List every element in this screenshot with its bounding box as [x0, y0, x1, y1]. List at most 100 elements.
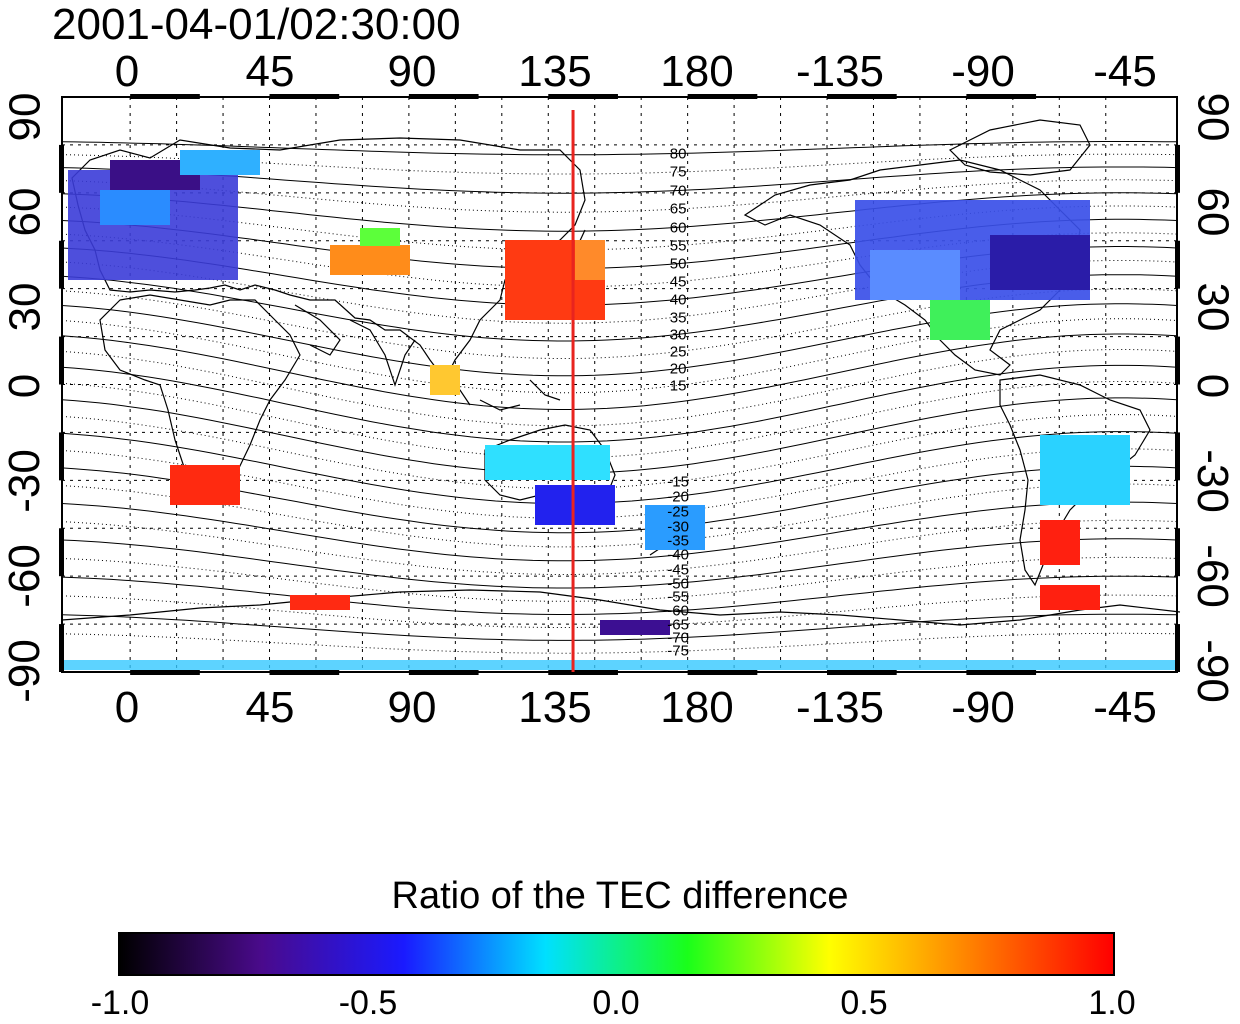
magnetic-contour	[61, 333, 1178, 410]
colorbar-tick: 0.5	[840, 984, 888, 1022]
frame-tick-bar	[687, 94, 758, 99]
frame-tick-bar	[1175, 240, 1180, 289]
colorbar-tick: -0.5	[338, 984, 398, 1022]
tec-patch-us-west	[870, 250, 960, 300]
graticule-grid	[62, 97, 1177, 672]
magnetic-contour	[61, 613, 1178, 641]
frame-tick-bar	[59, 240, 64, 289]
magnetic-latitude-label: -70	[667, 629, 689, 647]
tec-patch-antarctic-blue	[600, 620, 670, 635]
magnetic-contour	[61, 519, 1178, 575]
top-lon-tick: 45	[245, 47, 295, 96]
tec-patch-south-asia	[430, 365, 460, 395]
magnetic-contour	[61, 632, 1178, 654]
top-lon-tick: -90	[951, 47, 1015, 96]
frame-tick-bar	[1175, 432, 1180, 481]
frame-tick-bar	[827, 94, 897, 99]
bottom-lon-tick: 0	[114, 683, 140, 732]
magnetic-latitude-label: 55	[669, 237, 687, 255]
magnetic-latitude-label: -20	[667, 488, 689, 506]
magnetic-latitude-label: -45	[667, 561, 689, 579]
frame-tick-bar	[130, 670, 200, 675]
magnetic-contour	[61, 431, 1178, 505]
tec-patch-south-america	[1040, 435, 1130, 505]
magnetic-contour	[61, 575, 1178, 615]
magnetic-contour	[61, 192, 1178, 232]
tec-patch-australia-south	[535, 485, 615, 525]
frame-tick-bar	[548, 670, 618, 675]
colorbar-title: Ratio of the TEC difference	[391, 875, 849, 917]
magnetic-latitude-label: 35	[669, 309, 687, 327]
frame-tick-bar	[1175, 624, 1180, 672]
magnetic-latitude-label: 80	[669, 145, 687, 163]
top-lon-tick: 0	[114, 47, 140, 96]
tec-patch-mexico	[930, 300, 990, 340]
frame-tick-bar	[59, 144, 64, 193]
map-title: 2001-04-01/02:30:00	[52, 0, 461, 49]
magnetic-latitude-label: -75	[667, 642, 689, 660]
bottom-lon-tick: 45	[245, 683, 295, 732]
magnetic-latitude-label: -40	[667, 546, 689, 564]
frame-tick-bar	[827, 670, 897, 675]
magnetic-latitude-label: 65	[669, 200, 687, 218]
frame-tick-bar	[269, 94, 340, 99]
frame-tick-bar	[1175, 528, 1180, 577]
frame-tick-bar	[59, 432, 64, 481]
tec-patch-south-atlantic	[1040, 585, 1100, 610]
magnetic-contour	[61, 166, 1178, 194]
top-lon-tick: 90	[387, 47, 437, 96]
magnetic-latitude-label: 45	[669, 273, 687, 291]
bottom-lon-tick: 135	[518, 683, 592, 732]
coastline-arabia-india	[294, 304, 416, 387]
bottom-lon-tick: -45	[1093, 683, 1157, 732]
coastline-greenland	[948, 119, 1091, 176]
tec-patch-australia-north	[485, 445, 610, 480]
tec-patch-patagonia	[1040, 520, 1080, 565]
top-lon-tick: 135	[518, 47, 592, 96]
magnetic-latitude-label: 20	[669, 360, 687, 378]
coastline-antarctica	[61, 589, 1181, 626]
frame-tick-bar	[59, 528, 64, 577]
magnetic-contour	[61, 364, 1178, 443]
frame-tick-bar	[687, 670, 758, 675]
tec-patch-central-asia	[330, 245, 410, 275]
colorbar-tick: 0.0	[592, 984, 640, 1022]
frame-tick-bar	[1175, 144, 1180, 193]
colorbar-tick: -1.0	[90, 984, 150, 1022]
magnetic-latitude-label: 30	[669, 326, 687, 344]
magnetic-contour	[61, 349, 1178, 427]
tec-patch-antarctic-red	[290, 595, 350, 610]
frame-tick-bar	[548, 94, 618, 99]
magnetic-latitude-label: -60	[667, 602, 689, 620]
magnetic-latitude-label: 25	[669, 343, 687, 361]
magnetic-latitude-label: 60	[669, 219, 687, 237]
frame-tick-bar	[269, 670, 340, 675]
bottom-lon-tick: -90	[951, 683, 1015, 732]
frame-tick-bar	[59, 624, 64, 672]
magnetic-latitude-label: -35	[667, 532, 689, 550]
magnetic-contour	[61, 303, 1178, 377]
magnetic-latitude-label: 15	[669, 377, 687, 395]
magnetic-contour	[61, 318, 1178, 394]
top-lon-tick: -135	[795, 47, 885, 96]
tec-patch-southern-africa	[170, 465, 240, 505]
magnetic-contour	[61, 232, 1178, 288]
magnetic-latitude-label: -15	[667, 473, 689, 491]
frame-tick-bar	[966, 670, 1037, 675]
magnetic-latitude-label: 50	[669, 255, 687, 273]
frame-tick-bar	[1175, 336, 1180, 385]
bottom-lon-tick: 180	[660, 683, 734, 732]
tec-patch-us-east	[990, 235, 1090, 290]
magnetic-latitude-label: 70	[669, 182, 687, 200]
magnetic-contour	[61, 501, 1178, 562]
magnetic-latitude-label: -50	[667, 575, 689, 593]
top-lon-tick: 180	[660, 47, 734, 96]
top-lon-tick: -45	[1093, 47, 1157, 96]
axis-tick-bars	[59, 94, 1180, 675]
tec-patch-central-asia-green	[360, 228, 400, 246]
bottom-lon-tick: 90	[387, 683, 437, 732]
tec-patch-pole-band	[62, 660, 1177, 670]
tec-patch-east-europe	[180, 150, 260, 175]
colorbar-tick: 1.0	[1088, 984, 1136, 1022]
